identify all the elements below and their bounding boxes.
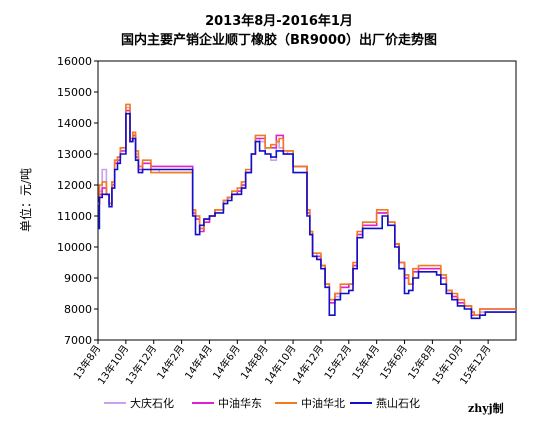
x-tick-label: 14年2月	[154, 342, 187, 381]
y-axis-label: 单位：元/吨	[18, 168, 33, 232]
y-tick-label: 9000	[64, 272, 92, 285]
series-line-4	[98, 112, 516, 320]
y-tick-label: 11000	[57, 210, 92, 223]
x-tick-label: 14年4月	[182, 342, 215, 381]
y-tick-label: 8000	[64, 303, 92, 316]
series-line-3	[98, 103, 516, 316]
x-tick-label: 15年2月	[321, 342, 354, 381]
legend-label: 中油华北	[301, 396, 345, 410]
y-axis: 7000 8000 9000 10000 11000 12000 13000 14000 150…	[57, 55, 98, 347]
y-tick-label: 13000	[57, 148, 92, 161]
y-tick-label: 12000	[57, 179, 92, 192]
chart-subtitle: 国内主要产销企业顺丁橡胶（BR9000）出厂价走势图	[121, 32, 437, 48]
plot-area	[97, 60, 517, 341]
y-tick-label: 10000	[57, 241, 92, 254]
x-tick-label: 15年6月	[377, 342, 410, 381]
legend-label: 中油华东	[218, 396, 262, 410]
legend: 大庆石化 中油华东 中油华北 燕山石化	[104, 396, 420, 410]
y-tick-label: 7000	[64, 334, 92, 347]
chart-title: 2013年8月-2016年1月	[205, 13, 353, 29]
legend-label: 燕山石化	[376, 396, 420, 410]
y-tick-label: 16000	[57, 55, 92, 68]
x-axis: 13年8月13年10月13年12月14年2月14年4月14年6月14年8月14年…	[70, 340, 494, 387]
x-tick-label: 14年6月	[210, 342, 243, 381]
credit-label: zhyj制	[468, 401, 504, 415]
legend-label: 大庆石化	[130, 396, 174, 410]
y-tick-label: 15000	[57, 86, 92, 99]
series-lines	[98, 103, 516, 320]
x-tick-label: 15年4月	[349, 342, 382, 381]
y-tick-label: 14000	[57, 117, 92, 130]
